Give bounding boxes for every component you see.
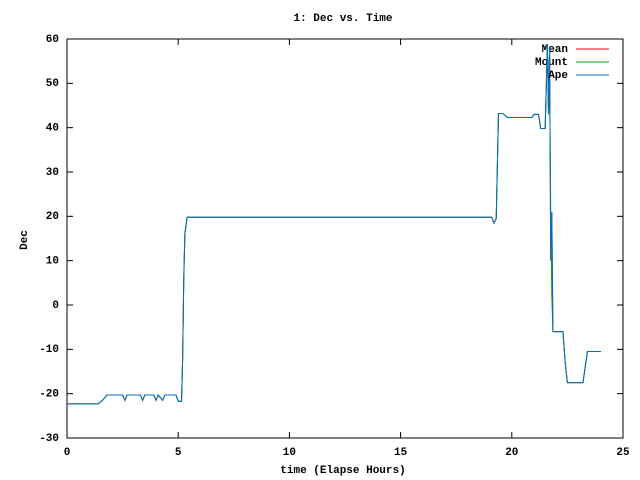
y-tick-label: 0 xyxy=(52,300,59,312)
legend-label: Mean xyxy=(542,44,568,56)
plot-frame xyxy=(66,38,624,439)
data-line xyxy=(67,44,601,405)
x-tick-label: 10 xyxy=(283,447,296,459)
y-tick-label: 30 xyxy=(46,167,59,179)
legend-label: Ape xyxy=(548,70,568,82)
y-tick-label: 40 xyxy=(46,123,59,135)
y-axis-label: Dec xyxy=(19,230,31,250)
x-axis-label: time (Elapse Hours) xyxy=(280,465,405,477)
y-tick-label: 20 xyxy=(46,211,59,223)
legend-label: Mount xyxy=(535,57,568,69)
x-tick-label: 5 xyxy=(175,447,182,459)
y-tick-label: -10 xyxy=(39,344,59,356)
y-tick-label: -20 xyxy=(39,389,59,401)
y-tick-label: 50 xyxy=(46,78,59,90)
y-tick-label: 60 xyxy=(46,34,59,46)
x-tick-label: 20 xyxy=(505,447,518,459)
y-tick-label: 10 xyxy=(46,256,59,268)
x-tick-label: 0 xyxy=(64,447,71,459)
y-tick-label: -30 xyxy=(39,433,59,445)
x-tick-label: 15 xyxy=(394,447,408,459)
x-tick-label: 25 xyxy=(616,447,630,459)
chart-title: 1: Dec vs. Time xyxy=(293,13,392,25)
